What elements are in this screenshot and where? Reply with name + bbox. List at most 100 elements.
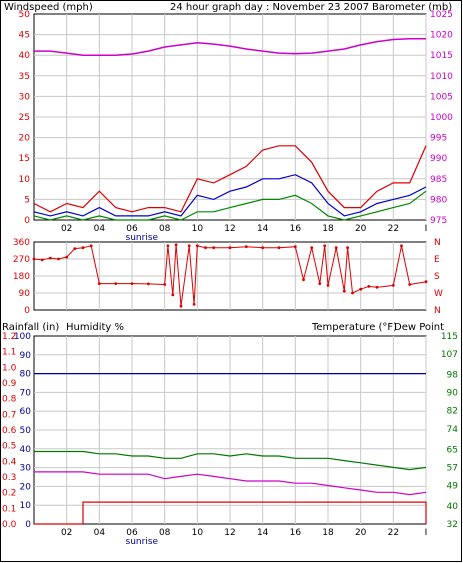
hour-tick-label: 22 [388,528,399,538]
wind-direction-point [179,304,183,308]
dew-point-axis-label: Dew Point [394,322,444,333]
temperature-tick-label: 40 [447,502,459,512]
wind-tick-label: 5 [24,195,30,205]
temperature-tick-label: 65 [447,445,458,455]
wind-direction-point [187,244,191,248]
temperature-tick-label: 90 [447,389,459,399]
hour-tick-label: 16 [290,528,302,538]
wind-direction-point [174,243,178,247]
wind-direction-point [32,257,36,261]
sunrise-label: sunrise [126,537,159,547]
hour-tick-label: I [425,528,428,538]
wind-direction-point [391,284,395,287]
baro-tick-label: 1010 [430,72,453,82]
wind-direction-point [310,246,314,250]
baro-tick-label: 1020 [430,31,453,41]
wind-tick-label: 15 [19,154,30,164]
baro-tick-label: 995 [430,134,447,144]
rainfall-tick-label: 1.1 [2,348,16,358]
direction-tick-label: 0 [24,306,30,316]
wind-direction-point [244,245,248,249]
wind-tick-label: 10 [19,175,31,185]
wind-direction-point [351,291,354,295]
hour-tick-label: 10 [192,528,204,538]
direction-tick-label: 90 [19,289,31,299]
rainfall-tick-label: 0.0 [2,520,17,530]
wind-direction-point [367,285,371,288]
wind-direction-point [346,246,349,250]
wind-direction-point [89,244,93,248]
temperature-axis-label: Temperature (°F) [311,322,397,333]
hour-tick-label: 04 [94,528,106,538]
temperature-tick-label: 107 [441,350,458,360]
wind-direction-point [359,287,363,291]
wind-direction-point [228,246,232,250]
barometer-line [34,37,426,56]
rainfall-tick-label: 0.2 [2,489,16,499]
compass-label: N [434,306,441,316]
wind-direction-point [277,246,281,250]
windspeed-axis-label: Windspeed (mph) [4,2,93,13]
wind-tick-label: 30 [19,92,31,102]
compass-label: S [434,272,440,282]
compass-label: W [434,289,443,299]
hour-tick-label: 14 [257,528,269,538]
wind-direction-point [342,289,346,293]
wind-direction-point [81,246,85,250]
wind-direction-point [114,282,118,285]
wind-direction-point [375,285,379,289]
wind-gust-line [33,145,427,213]
baro-tick-label: 985 [430,175,447,185]
baro-tick-label: 980 [430,195,447,205]
wind-tick-label: 20 [19,134,31,144]
wind-direction-point [408,283,412,286]
wind-direction-point [323,244,327,248]
baro-tick-label: 975 [430,216,447,226]
humidity-tick-label: 50 [20,426,32,436]
hour-tick-label: 02 [61,224,72,234]
hour-tick-label: 20 [355,528,367,538]
hour-tick-label: 06 [126,528,138,538]
rainfall-tick-label: 0.1 [2,504,16,514]
wind-direction-point [400,244,403,248]
humidity-tick-label: 30 [20,464,32,474]
hour-tick-label: 08 [159,224,171,234]
wind-direction-point [73,247,77,251]
hour-tick-label: 18 [322,528,334,538]
wind-tick-label: 35 [19,72,30,82]
rainfall-tick-label: 0.6 [2,426,17,436]
hour-tick-label: 12 [224,528,235,538]
wind-low-line [33,190,427,221]
temperature-tick-label: 49 [447,481,459,491]
hour-tick-label: 08 [159,528,171,538]
baro-tick-label: 990 [430,154,447,164]
rainfall-tick-label: 1.2 [2,332,16,342]
direction-tick-label: 270 [13,255,30,265]
wind-direction-point [293,245,297,249]
wind-tick-label: 25 [19,113,30,123]
dew-point-line [34,471,427,496]
wind-direction-point [195,244,199,248]
rainfall-tick-label: 1.0 [2,363,17,373]
rainfall-tick-label: 0.3 [2,473,16,483]
hour-tick-label: 18 [322,224,334,234]
wind-tick-label: 40 [19,51,31,61]
hour-tick-label: 16 [290,224,302,234]
rainfall-line [34,501,427,525]
temperature-line [34,450,427,471]
barometer-axis-label: Barometer (mb) [372,2,452,13]
humidity-tick-label: 100 [14,332,31,342]
humidity-tick-label: 70 [20,388,32,398]
wind-direction-point [171,293,175,297]
temperature-tick-label: 115 [441,332,458,342]
humidity-tick-label: 90 [20,351,32,361]
wind-direction-point [318,282,322,285]
wind-direction-point [212,246,216,250]
direction-tick-label: 360 [13,238,30,248]
wind-direction-point [146,282,150,286]
hour-tick-label: 12 [224,224,235,234]
rainfall-tick-label: 0.4 [2,457,17,467]
compass-label: N [434,238,441,248]
temperature-tick-label: 57 [447,463,458,473]
wind-direction-point [424,280,428,284]
